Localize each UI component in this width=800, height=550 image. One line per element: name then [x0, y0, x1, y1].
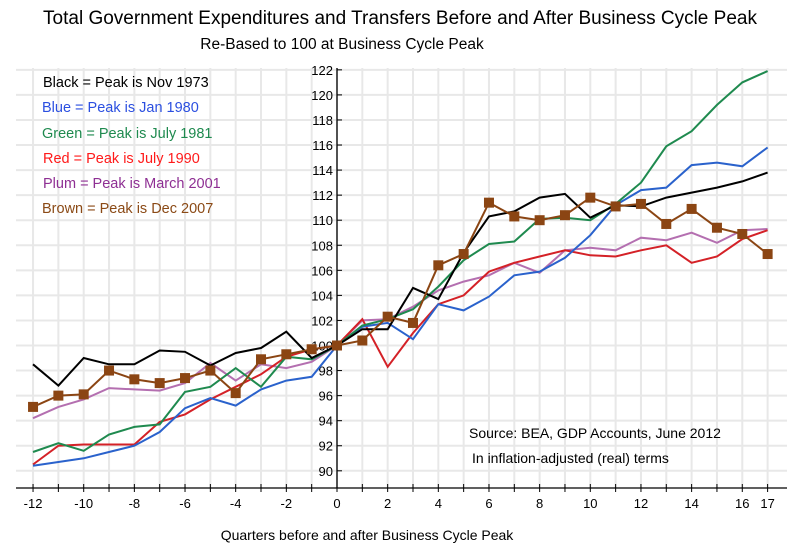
x-tick-label: -4: [230, 496, 242, 511]
data-point-brown: [534, 215, 545, 226]
x-tick-label: 17: [760, 496, 774, 511]
x-tick-label: 10: [583, 496, 597, 511]
axes: -12 -10 -8 -6 -4 -2 0 2 4 6 8 10 12 14 16 17 90 92 94 96 98 1…: [16, 63, 787, 511]
x-tick-label: -6: [179, 496, 191, 511]
x-tick-label: -8: [129, 496, 141, 511]
y-tick-label: 116: [312, 138, 333, 153]
data-point-brown: [661, 218, 672, 229]
legend-entry-red: Red = Peak is July 1990: [43, 151, 200, 167]
data-point-brown: [230, 388, 241, 399]
x-tick-label: -12: [24, 496, 43, 511]
data-point-brown: [104, 365, 115, 376]
y-tick-label: 104: [311, 288, 333, 303]
y-tick-label: 92: [319, 439, 333, 454]
data-point-brown: [256, 354, 267, 365]
data-point-brown: [509, 211, 520, 222]
y-tick-label: 118: [312, 113, 333, 128]
y-tick-label: 96: [319, 389, 333, 404]
x-tick-label: -10: [74, 496, 93, 511]
data-point-brown: [407, 317, 418, 328]
series-line-blue: [32, 146, 769, 467]
legend: Black = Peak is Nov 1973 Blue = Peak is …: [42, 75, 221, 217]
y-tick-label: 120: [311, 88, 333, 103]
series-line-green: [32, 70, 769, 453]
data-point-brown: [53, 390, 64, 401]
data-point-brown: [382, 311, 393, 322]
y-tick-label: 122: [311, 63, 333, 78]
data-point-brown: [306, 344, 317, 355]
x-tick-label: 6: [485, 496, 492, 511]
x-tick-label: 12: [634, 496, 648, 511]
x-tick-label: 16: [735, 496, 749, 511]
data-point-brown: [28, 401, 39, 412]
legend-entry-blue: Blue = Peak is Jan 1980: [42, 100, 199, 116]
x-tick-label: -2: [281, 496, 293, 511]
y-tick-label: 108: [311, 238, 333, 253]
data-point-brown: [180, 373, 191, 384]
legend-entry-plum: Plum = Peak is March 2001: [43, 176, 221, 192]
data-point-brown: [711, 222, 722, 233]
data-point-brown: [686, 203, 697, 214]
data-point-brown: [635, 198, 646, 209]
data-point-brown: [281, 349, 292, 360]
y-tick-label: 106: [311, 263, 333, 278]
y-tick-label: 110: [312, 213, 333, 228]
grid: [16, 68, 787, 488]
chart-subtitle: Re-Based to 100 at Business Cycle Peak: [200, 36, 484, 53]
x-tick-label: 8: [536, 496, 543, 511]
y-tick-label: 114: [312, 163, 333, 178]
y-tick-label: 90: [319, 464, 333, 479]
data-point-brown: [357, 335, 368, 346]
x-axis-label: Quarters before and after Business Cycle…: [221, 527, 515, 543]
x-tick-label: 14: [684, 496, 698, 511]
data-point-brown: [458, 249, 469, 260]
y-tick-label: 98: [319, 364, 333, 379]
source-annotation: Source: BEA, GDP Accounts, June 2012: [469, 425, 721, 441]
data-point-brown: [762, 249, 773, 260]
chart-title: Total Government Expenditures and Transf…: [43, 8, 757, 29]
legend-entry-brown: Brown = Peak is Dec 2007: [42, 201, 213, 217]
series-layer: [28, 70, 773, 467]
data-point-brown: [737, 228, 748, 239]
legend-entry-black: Black = Peak is Nov 1973: [43, 75, 209, 91]
data-point-brown: [154, 378, 165, 389]
series-line-plum: [32, 228, 768, 420]
data-point-brown: [559, 210, 570, 221]
data-point-brown: [585, 192, 596, 203]
data-point-brown: [205, 365, 216, 376]
y-tick-label: 102: [311, 313, 333, 328]
data-point-brown: [332, 340, 342, 351]
x-tick-label: 0: [333, 496, 340, 511]
data-point-brown: [610, 201, 621, 212]
data-point-brown: [78, 389, 89, 400]
x-tick-label: 2: [384, 496, 391, 511]
real-terms-annotation: In inflation-adjusted (real) terms: [472, 450, 669, 466]
y-tick-label: 94: [319, 414, 333, 429]
x-tick-label: 4: [435, 496, 442, 511]
data-point-brown: [483, 197, 494, 208]
data-point-brown: [129, 374, 140, 385]
data-point-brown: [433, 260, 444, 271]
legend-entry-green: Green = Peak is July 1981: [42, 126, 212, 142]
y-tick-label: 112: [312, 188, 333, 203]
